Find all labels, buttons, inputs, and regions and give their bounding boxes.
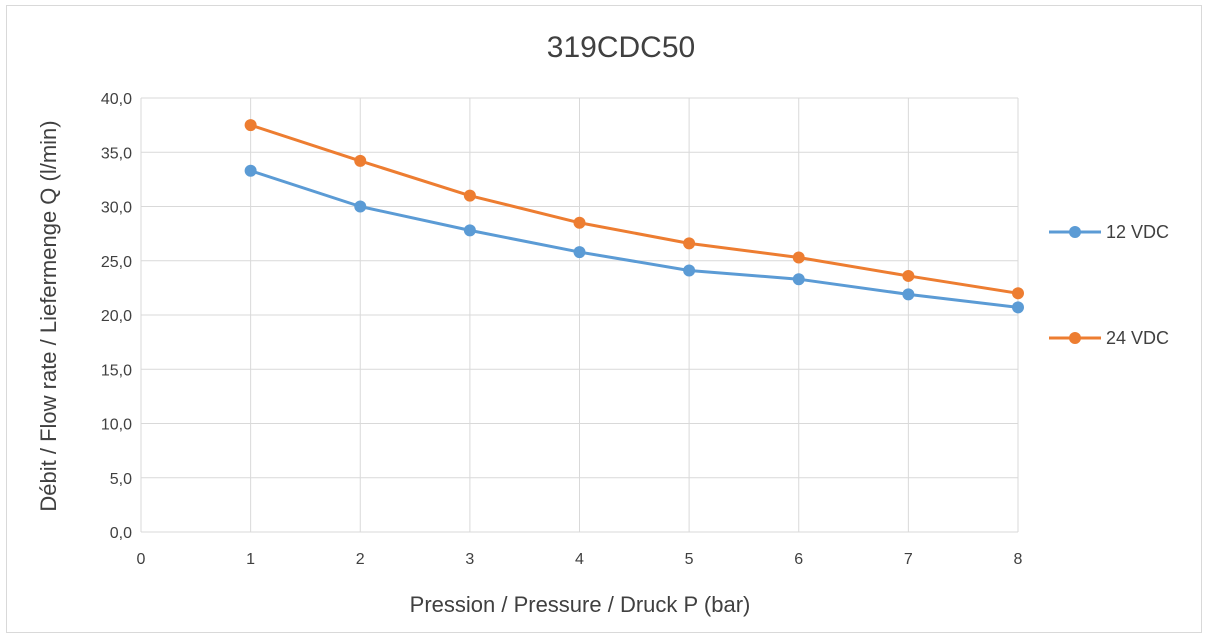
y-tick-label: 35,0 xyxy=(101,145,132,162)
x-tick-label: 3 xyxy=(465,551,474,568)
data-point xyxy=(354,154,367,167)
data-point xyxy=(463,224,476,237)
x-tick-label: 4 xyxy=(575,551,584,568)
legend-label: 12 VDC xyxy=(1106,222,1169,242)
x-tick-label: 1 xyxy=(246,551,255,568)
chart-frame xyxy=(6,5,1202,633)
y-tick-label: 30,0 xyxy=(101,200,132,217)
legend-marker xyxy=(1069,226,1081,238)
y-tick-label: 5,0 xyxy=(110,471,132,488)
data-point xyxy=(1012,287,1024,300)
data-point xyxy=(902,288,915,301)
legend-marker xyxy=(1069,332,1081,344)
x-axis-label: Pression / Pressure / Druck P (bar) xyxy=(410,592,751,617)
x-tick-label: 6 xyxy=(794,551,803,568)
y-tick-label: 20,0 xyxy=(101,308,132,325)
series-layer xyxy=(244,119,1024,314)
y-tick-label: 10,0 xyxy=(101,417,132,434)
legend-item-2: 24 VDC xyxy=(1049,328,1169,348)
data-point xyxy=(354,200,367,213)
data-point xyxy=(683,237,696,250)
data-point xyxy=(1012,301,1024,314)
y-tick-label: 25,0 xyxy=(101,254,132,271)
data-point xyxy=(463,189,476,202)
y-tick-label: 15,0 xyxy=(101,362,132,379)
y-axis-label: Débit / Flow rate / Liefermenge Q (l/min… xyxy=(36,120,61,511)
x-tick-label: 0 xyxy=(137,551,146,568)
legend-item-1: 12 VDC xyxy=(1049,222,1169,242)
x-tick-label: 8 xyxy=(1014,551,1023,568)
series-line-2 xyxy=(250,123,1019,295)
tick-layer: 0,0 5,0 10,0 15,0 20,0 25,0 30,0 35,0 40,0 0 1 2 3 4 5… xyxy=(101,91,1023,568)
data-point xyxy=(573,246,586,259)
data-point xyxy=(792,251,805,264)
data-point xyxy=(792,273,805,286)
x-tick-label: 5 xyxy=(685,551,694,568)
grid-layer xyxy=(140,97,1019,533)
data-point xyxy=(902,269,915,282)
data-point xyxy=(244,119,257,132)
legend-label: 24 VDC xyxy=(1106,328,1169,348)
x-tick-label: 7 xyxy=(904,551,913,568)
y-tick-label: 0,0 xyxy=(110,525,132,542)
x-tick-label: 2 xyxy=(356,551,365,568)
series-line-1 xyxy=(250,169,1019,309)
data-point xyxy=(573,216,586,229)
y-tick-label: 40,0 xyxy=(101,91,132,108)
chart-title: 319CDC50 xyxy=(547,31,695,64)
data-point xyxy=(244,164,257,177)
data-point xyxy=(683,264,696,277)
legend: 12 VDC 24 VDC xyxy=(1049,222,1169,348)
